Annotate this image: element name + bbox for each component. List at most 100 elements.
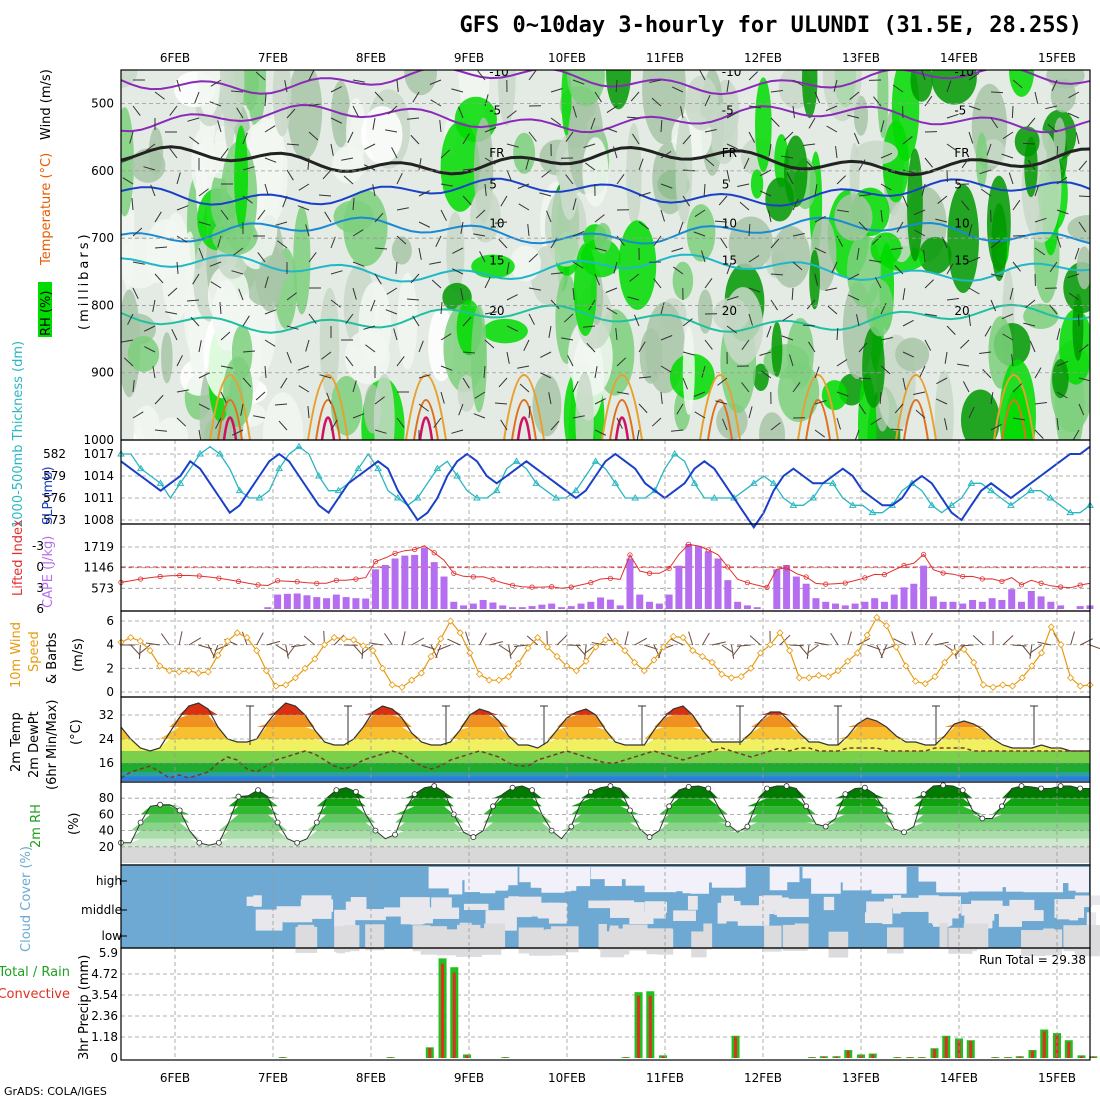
wind-barb <box>171 328 178 341</box>
thickness-point <box>532 479 541 486</box>
wind-10m-panel: 0 2 4 6 <box>106 610 1100 699</box>
wind-barb <box>242 132 248 145</box>
wind-barb <box>307 157 310 170</box>
wind-barb <box>957 363 970 367</box>
rh-patch <box>910 70 933 102</box>
wind-barb <box>220 391 227 404</box>
warm-contour <box>1092 375 1100 440</box>
middle-cloud-block <box>687 895 698 910</box>
upper-air-ylabel: RH (%) Temperature (°C) Wind (m/s) (mill… <box>38 69 92 337</box>
rh-patch <box>1076 246 1090 290</box>
wind-barb <box>792 198 799 211</box>
ylabel-temperature: Temperature (°C) <box>39 153 54 266</box>
ylabel-temp: 2m Temp <box>9 712 24 772</box>
wind-barb <box>682 195 690 207</box>
lifted-index-point <box>725 564 731 570</box>
top-date-label: 11FEB <box>646 51 684 65</box>
cape-bar <box>900 587 908 609</box>
run-total-label: Run Total = 29.38 <box>979 953 1086 967</box>
wind-barb <box>902 319 914 327</box>
wind-barb <box>567 355 574 367</box>
ylabel-thickness: 1000-500mb Thickness (dm) <box>11 341 26 528</box>
wind-barb <box>474 391 486 399</box>
wind-speed-point <box>1067 674 1075 682</box>
wind-barb <box>154 91 165 100</box>
thickness-point <box>176 479 185 486</box>
wind-barb <box>440 149 451 159</box>
wind-barb <box>913 209 926 216</box>
thickness-point <box>829 479 837 486</box>
precip-convective-bar <box>428 1048 432 1058</box>
rh-tick: 40 <box>99 824 114 838</box>
temp-band <box>121 739 1090 751</box>
cape-bar <box>332 594 340 609</box>
wind-barb <box>286 644 296 657</box>
wind-barb <box>498 238 508 249</box>
wind-speed-point <box>621 647 629 655</box>
ylabel-cloud: Cloud Cover (%) <box>19 846 34 952</box>
wind-barb <box>768 210 772 223</box>
li-tick: -3 <box>32 539 44 553</box>
wind-barb <box>653 278 662 289</box>
wind-barb <box>460 288 464 301</box>
wind-barb <box>759 351 772 356</box>
wind-barb <box>242 166 255 171</box>
wind-barb <box>732 644 742 657</box>
wind-barb <box>319 194 332 197</box>
wind-barb <box>187 299 200 302</box>
wind-barb <box>440 365 453 371</box>
cape-bar <box>587 601 595 609</box>
wind-barb <box>968 72 980 81</box>
wind-barb <box>207 644 216 658</box>
slp-line <box>120 445 1091 530</box>
thickness-point <box>492 486 501 494</box>
wind-barb <box>127 313 134 325</box>
wind-barb <box>718 195 728 206</box>
high-cloud-block <box>479 867 496 894</box>
wind-barb <box>298 183 310 191</box>
rh-patch <box>133 405 160 440</box>
wind-barb <box>892 84 904 93</box>
wind-barb <box>386 287 398 295</box>
precip-tick: 3.54 <box>91 988 118 1002</box>
wind-barb <box>132 105 141 116</box>
cape-bar <box>538 604 546 609</box>
wind-barb <box>231 270 244 275</box>
cape-bar <box>548 603 556 609</box>
wind-barb <box>374 247 387 250</box>
wind-barb <box>759 190 772 197</box>
temp-band <box>121 703 1090 715</box>
wind-barb <box>1029 644 1042 654</box>
rh-patch <box>207 264 250 327</box>
wind-barb <box>284 80 288 93</box>
thickness-point <box>967 479 976 486</box>
wind-barb <box>572 380 579 393</box>
thickness-point <box>927 501 936 508</box>
wind-speed-point <box>475 670 484 678</box>
wind-barb <box>198 340 202 353</box>
wind-barb <box>835 146 838 159</box>
high-cloud-block <box>881 867 904 879</box>
wind-barb <box>990 423 1002 431</box>
wind-speed-point <box>863 631 871 639</box>
rh-patch <box>862 326 885 408</box>
temp-band <box>121 776 1090 781</box>
wind-barb <box>572 231 585 237</box>
cape-bar <box>430 562 438 609</box>
wind-barb <box>572 105 577 118</box>
precip-convective-bar <box>452 972 456 1058</box>
lifted-index-point <box>412 546 418 553</box>
wind-barb <box>484 339 495 349</box>
wind-barb <box>418 247 422 260</box>
precip-convective-bar <box>835 1056 838 1058</box>
cape-bar <box>929 596 937 609</box>
top-date-axis: 6FEB 7FEB 8FEB 9FEB 10FEB 11FEB 12FEB 13FEB 14FE… <box>160 51 1076 65</box>
wind-speed-point <box>437 635 445 643</box>
wind-barb <box>220 331 231 341</box>
wind-barb <box>145 642 160 646</box>
wind-barb <box>548 392 552 405</box>
contour-label: -10 <box>954 65 974 79</box>
wind-barb <box>330 236 336 249</box>
rh-patch <box>1053 117 1066 160</box>
wind-barb <box>789 354 794 367</box>
